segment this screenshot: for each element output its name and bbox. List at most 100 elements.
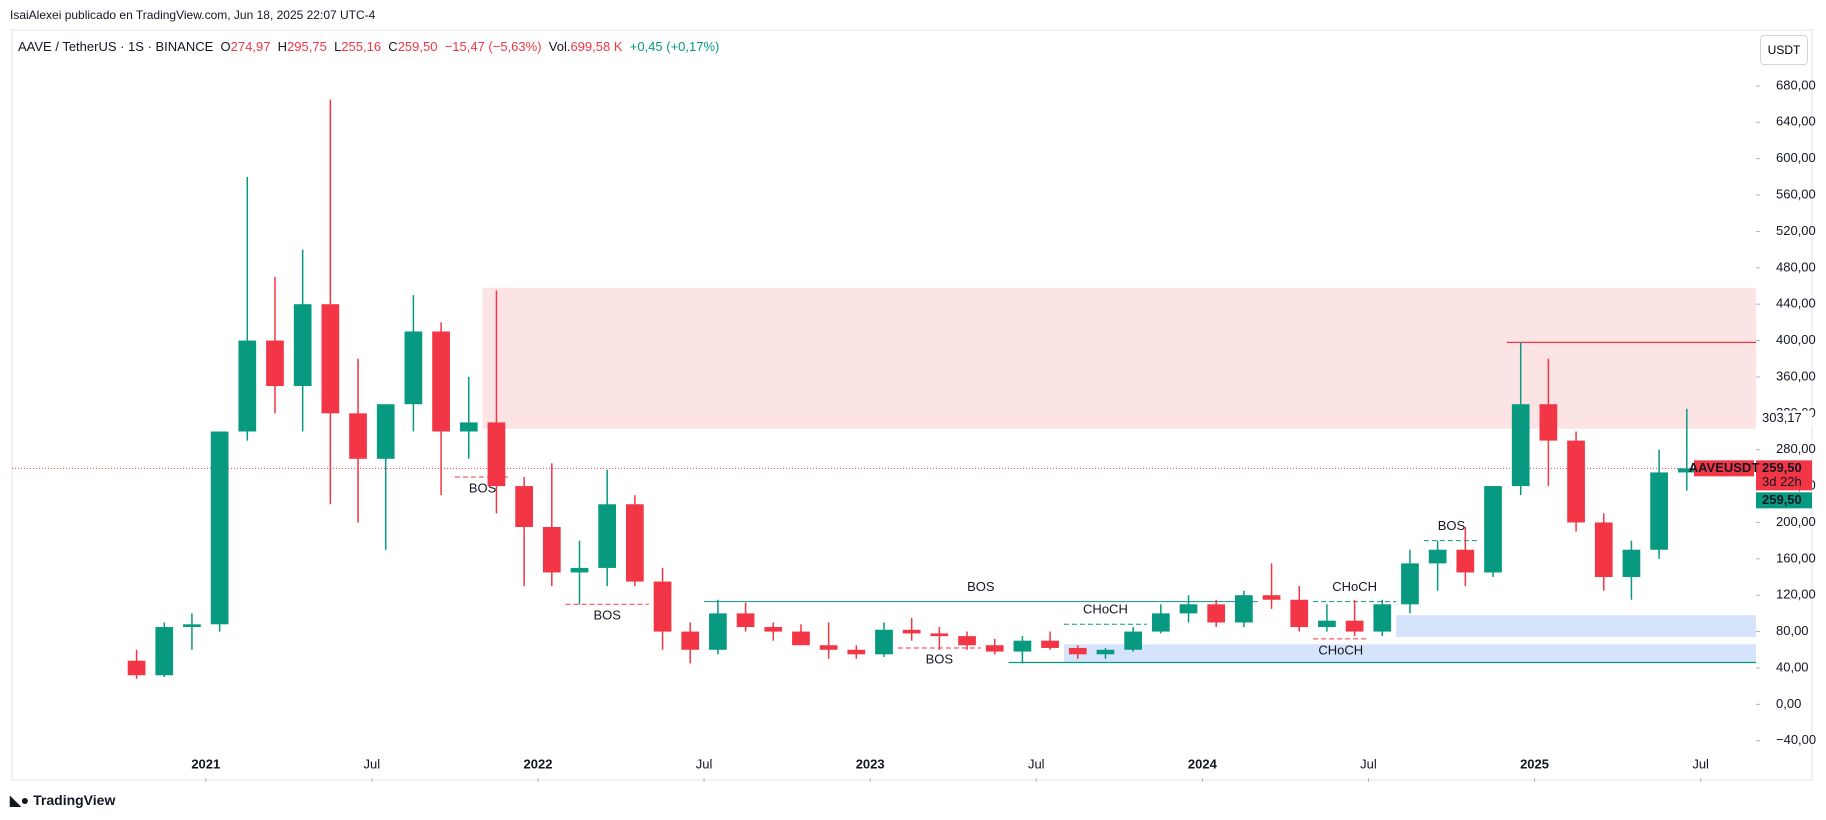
candle-body <box>1401 563 1419 605</box>
y-tick-label: 0,00 <box>1776 696 1801 711</box>
candle-body <box>1428 549 1447 564</box>
price-tag <box>1756 460 1812 491</box>
y-tick-label: 560,00 <box>1776 186 1816 201</box>
candle-body <box>985 645 1004 652</box>
symbol-tag <box>1694 460 1754 477</box>
vol-label: Vol. <box>548 39 571 54</box>
candle-body <box>515 486 533 527</box>
candle-body <box>1235 595 1253 623</box>
h-label: H <box>277 39 288 54</box>
candle-body <box>1068 647 1087 655</box>
brand: ◣● TradingView <box>10 792 115 809</box>
candle-body <box>1179 604 1198 614</box>
structure-label: BOS <box>593 608 621 623</box>
y-tick-label: −40,00 <box>1776 732 1816 747</box>
brand-name: TradingView <box>33 792 116 808</box>
candle-body <box>1151 613 1170 632</box>
y-tick-label: 360,00 <box>1776 368 1816 383</box>
y-tick-label: 600,00 <box>1776 150 1816 165</box>
candle-body <box>293 304 312 387</box>
candle-body <box>459 422 478 432</box>
y-tick-label: 400,00 <box>1776 332 1816 347</box>
price-tag-countdown: 3d 22h <box>1762 474 1802 489</box>
x-tick-label: 2024 <box>1188 756 1218 771</box>
candle-body <box>1539 404 1558 441</box>
candle-body <box>1484 486 1502 573</box>
symbol: AAVE / TetherUS · 1S · BINANCE <box>18 39 214 54</box>
candle-body <box>542 526 561 573</box>
y-tick-label: 520,00 <box>1776 223 1816 238</box>
frame <box>11 29 1813 781</box>
y-tick-label: 160,00 <box>1776 550 1816 565</box>
candle-body <box>127 660 146 676</box>
candle-body <box>958 636 976 646</box>
candle-body <box>1677 468 1696 473</box>
close: 259,50 <box>397 39 438 54</box>
candle-body <box>1567 440 1585 523</box>
candle-body <box>681 631 700 650</box>
candle-body <box>847 649 866 655</box>
candle-body <box>930 633 949 637</box>
candle-body <box>1650 472 1668 550</box>
candle-body <box>1594 522 1613 578</box>
o-label: O <box>220 39 231 54</box>
candle-body <box>404 331 423 405</box>
high: 295,75 <box>287 39 327 54</box>
price-tag-label: 303,17 <box>1762 410 1802 425</box>
x-tick-label: Jul <box>696 756 713 771</box>
legend: AAVE / TetherUS · 1S · BINANCE O274,97 H… <box>18 39 719 54</box>
x-tick-label: Jul <box>1028 756 1045 771</box>
currency-button[interactable]: USDT <box>1760 35 1808 65</box>
candle-body <box>1262 595 1281 600</box>
candle-body <box>210 431 229 625</box>
candle-body <box>1622 549 1641 578</box>
candle-body <box>1041 640 1059 648</box>
y-tick-label: 440,00 <box>1776 296 1816 311</box>
candle-body <box>764 627 783 632</box>
candle-body <box>1318 620 1336 628</box>
price-tag-label: 259,50 <box>1762 460 1802 475</box>
publisher: IsaiAlexei publicado en TradingView.com,… <box>10 8 376 22</box>
candle-body <box>875 629 893 655</box>
candle-body <box>570 567 589 573</box>
candle-body <box>321 304 340 414</box>
candle-body <box>1511 404 1530 487</box>
candle-body <box>792 631 810 646</box>
x-tick-label: 2022 <box>524 756 553 771</box>
y-tick-label: 280,00 <box>1776 441 1816 456</box>
candle-body <box>376 404 395 459</box>
zone <box>1396 615 1756 638</box>
candle-body <box>1345 620 1364 632</box>
candle-body <box>1096 649 1115 655</box>
price-tag <box>1756 410 1812 427</box>
candle-body <box>487 422 506 487</box>
candle-body <box>1013 640 1032 652</box>
candle-body <box>625 504 644 582</box>
candle-body <box>1207 604 1226 623</box>
x-tick-label: Jul <box>1692 756 1709 771</box>
candle-body <box>183 624 201 628</box>
candle-body <box>238 340 257 432</box>
y-tick-label: 120,00 <box>1776 587 1816 602</box>
x-tick-label: Jul <box>1360 756 1377 771</box>
structure-label: BOS <box>926 651 954 666</box>
candle-body <box>653 581 672 632</box>
change: −15,47 (−5,63%) <box>444 39 542 54</box>
x-tick-label: 2021 <box>191 756 220 771</box>
candle-body <box>155 627 174 676</box>
y-tick-label: 40,00 <box>1776 659 1809 674</box>
brand-logo: ◣● <box>10 792 30 808</box>
zone <box>1063 644 1756 663</box>
open: 274,97 <box>230 39 271 54</box>
candle-body <box>349 413 367 459</box>
symbol-tag-label: AAVEUSDT <box>1689 460 1760 475</box>
structure-label: BOS <box>1438 518 1466 533</box>
x-tick-label: 2023 <box>856 756 885 771</box>
candle-body <box>266 340 284 387</box>
y-tick-label: 200,00 <box>1776 514 1816 529</box>
candle-body <box>736 613 755 628</box>
candle-body <box>819 645 838 650</box>
volume: 699,58 K <box>570 39 623 54</box>
structure-label: BOS <box>967 579 995 594</box>
